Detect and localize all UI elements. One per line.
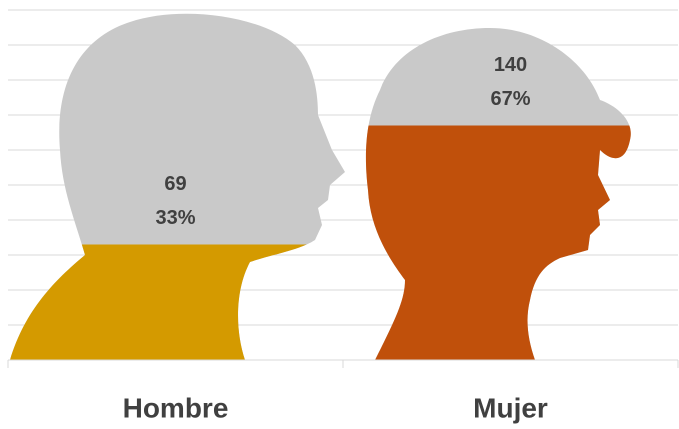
x-tick-label: Hombre <box>123 392 229 423</box>
value-label: 140 <box>494 54 527 76</box>
value-label: 69 <box>164 173 186 195</box>
x-tick-label: Mujer <box>473 392 548 423</box>
plot-area <box>10 13 631 361</box>
percent-label: 33% <box>155 207 195 229</box>
percent-label: 67% <box>490 88 530 110</box>
